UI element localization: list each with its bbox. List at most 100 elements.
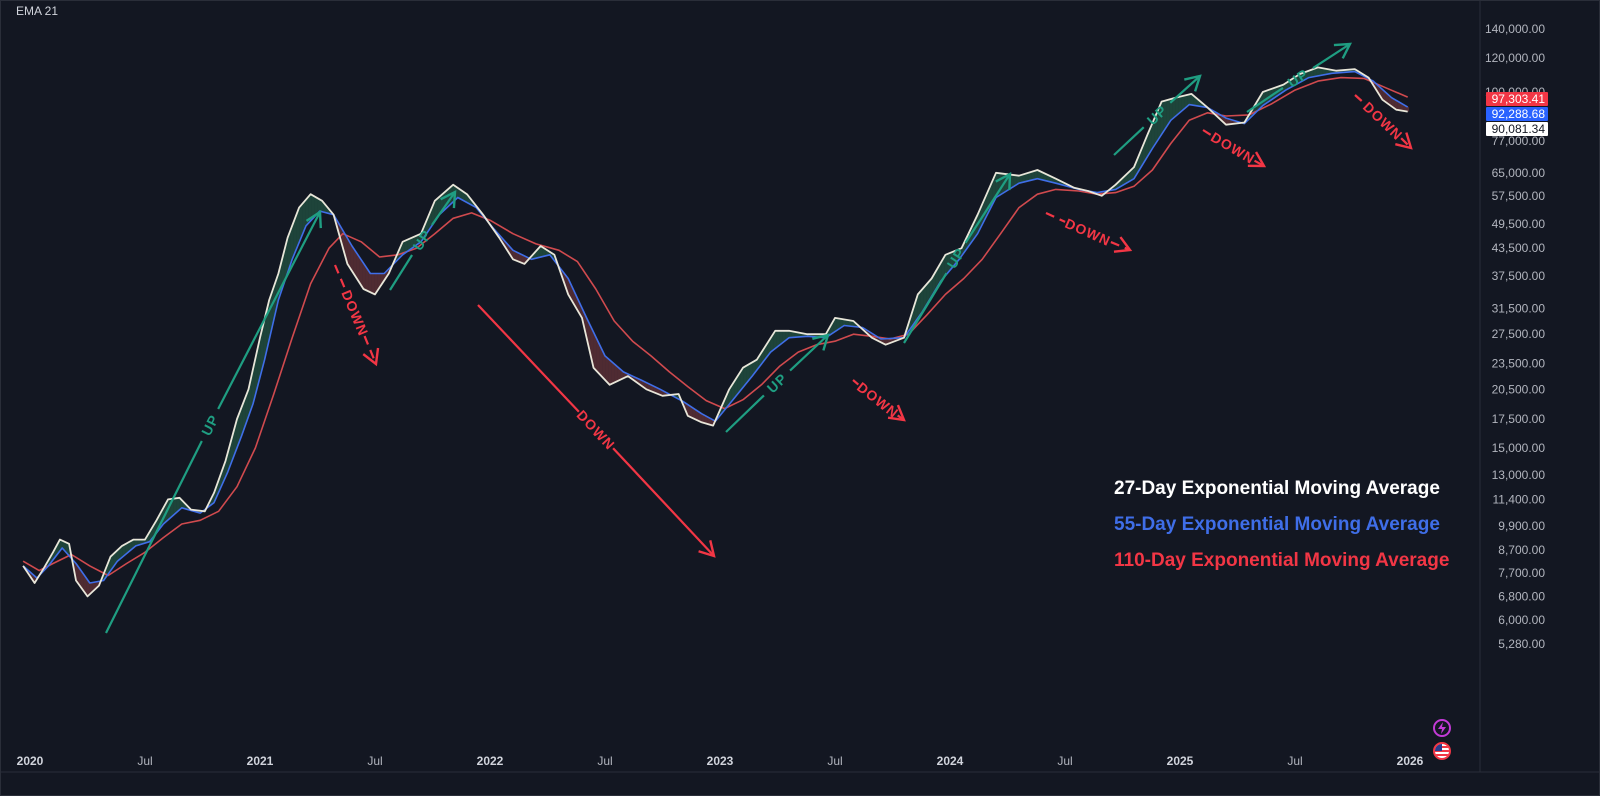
ema-fill-segment	[1034, 170, 1038, 180]
price-tag-value: 97,303.41	[1492, 92, 1546, 106]
arrow-head	[812, 333, 830, 351]
trend-label: UP	[198, 412, 222, 438]
ema-fill-segment	[374, 273, 378, 294]
trend-label: DOWN	[574, 407, 619, 453]
arrow-shaft	[105, 440, 203, 634]
arrow-shaft	[363, 335, 378, 365]
ema-fill-segment	[539, 246, 543, 258]
ema-fill-segment	[1040, 171, 1044, 181]
ema-line-27[interactable]	[22, 66, 1408, 598]
ema-fill-segment	[1028, 171, 1032, 181]
ema-fill-segment	[1226, 118, 1230, 125]
indicator-label[interactable]: EMA 21	[16, 4, 59, 18]
ema-fill-segment	[59, 540, 63, 553]
ema-fill-segment	[74, 561, 78, 583]
ema-fill-segment	[1379, 86, 1383, 100]
ema-fill-segment	[914, 296, 918, 324]
price-tick-label: 27,500.00	[1492, 327, 1546, 341]
ema-fill-segment	[698, 411, 702, 423]
ema-fill-segment	[290, 223, 294, 266]
ema-fill-segment	[371, 273, 375, 294]
ema-fill-segment	[1181, 95, 1185, 112]
arrow-shaft	[903, 272, 948, 344]
arrow-head	[305, 209, 322, 229]
ema-fill-segment	[1031, 170, 1035, 181]
ema-fill-segment	[944, 254, 948, 278]
ema-fill-segment	[434, 198, 438, 223]
ema-fill-segment	[122, 544, 126, 558]
price-tick-label: 49,500.00	[1492, 217, 1546, 231]
ema-fill-segment	[1013, 174, 1017, 187]
ema-fill-segment	[749, 362, 753, 380]
ema-fill-segment	[1172, 97, 1176, 120]
arrow-shaft	[1253, 159, 1265, 167]
arrow-shaft	[1400, 137, 1412, 149]
ema-fill-segment	[704, 415, 708, 424]
ema-fill-segment	[911, 305, 915, 328]
ema-line-55[interactable]	[22, 70, 1409, 584]
ema-fill-segment	[80, 569, 84, 591]
ema-fill-segment	[353, 247, 357, 278]
ema-fill-segment	[1178, 96, 1182, 115]
lightning-icon[interactable]	[1433, 719, 1451, 737]
price-tick-label: 120,000.00	[1485, 51, 1545, 65]
ema-line-110[interactable]	[22, 76, 1409, 577]
ema-fill-segment	[734, 376, 738, 399]
arrow-shaft	[1312, 43, 1351, 70]
ema-fill-segment	[593, 331, 597, 371]
ema-fill-segment	[344, 232, 348, 263]
ema-fill-segment	[1190, 94, 1194, 106]
ema-fill-segment	[773, 330, 777, 351]
price-tick-label: 6,000.00	[1498, 613, 1545, 627]
price-tick-label: 5,280.00	[1498, 637, 1545, 651]
ema-fill-segment	[1316, 67, 1320, 77]
us-flag-icon[interactable]	[1433, 742, 1451, 760]
ema-fill-segment	[1313, 68, 1317, 77]
arrow-shaft	[1113, 126, 1145, 156]
month-tick-label: Jul	[1057, 754, 1072, 768]
arrow-head	[1247, 151, 1267, 168]
ema-fill-segment	[365, 265, 369, 292]
price-tick-label: 9,900.00	[1498, 519, 1545, 533]
ema-fill-segment	[416, 234, 420, 246]
ema-fill-segment	[743, 365, 747, 388]
year-tick-label: 2021	[247, 754, 274, 768]
price-tag-value: 92,288.68	[1492, 107, 1546, 121]
ema-fill-segment	[521, 254, 525, 264]
price-tick-label: 65,000.00	[1492, 166, 1546, 180]
ema-fill-segment	[947, 252, 951, 274]
price-tick-label: 20,500.00	[1492, 382, 1546, 396]
ema-fill-segment	[1025, 172, 1029, 182]
price-tick-label: 43,500.00	[1492, 241, 1546, 255]
ema-fill-segment	[788, 330, 792, 339]
legend-ema-55: 55-Day Exponential Moving Average	[1114, 514, 1440, 535]
ema-fill-segment	[314, 196, 318, 218]
month-tick-label: Jul	[1287, 754, 1302, 768]
ema-fill-segment	[689, 405, 693, 418]
ema-fill-segment	[425, 216, 429, 236]
arrow-head	[1395, 132, 1413, 150]
price-tick-label: 31,500.00	[1492, 302, 1546, 316]
ema-fill-segment	[686, 403, 690, 417]
price-tick-label: 7,700.00	[1498, 566, 1545, 580]
ema-fill-segment	[923, 284, 927, 311]
ema-fill-segment	[458, 188, 462, 200]
ema-fill-segment	[596, 337, 600, 374]
price-tag-bg	[1486, 107, 1548, 121]
ema-fill-segment	[830, 321, 834, 335]
time-axis[interactable]: 2020 Jul 2021 Jul 2022 Jul 2023 Jul 2024 Jul 2025 J…	[17, 754, 1424, 768]
ema-fill-segment	[938, 262, 942, 286]
ema-fill-segment	[1301, 72, 1305, 82]
ema-fill-segment	[1154, 112, 1158, 146]
trend-label: DOWN	[1208, 129, 1258, 167]
price-axis[interactable]: 140,000.00120,000.00100,000.0077,000.006…	[1485, 22, 1545, 651]
price-tick-label: 23,500.00	[1492, 357, 1546, 371]
ema-fill-segment	[524, 255, 528, 264]
ema-fill-segment	[920, 288, 924, 315]
ema-fill-segment	[323, 201, 327, 213]
trend-label: DOWN	[854, 379, 902, 421]
